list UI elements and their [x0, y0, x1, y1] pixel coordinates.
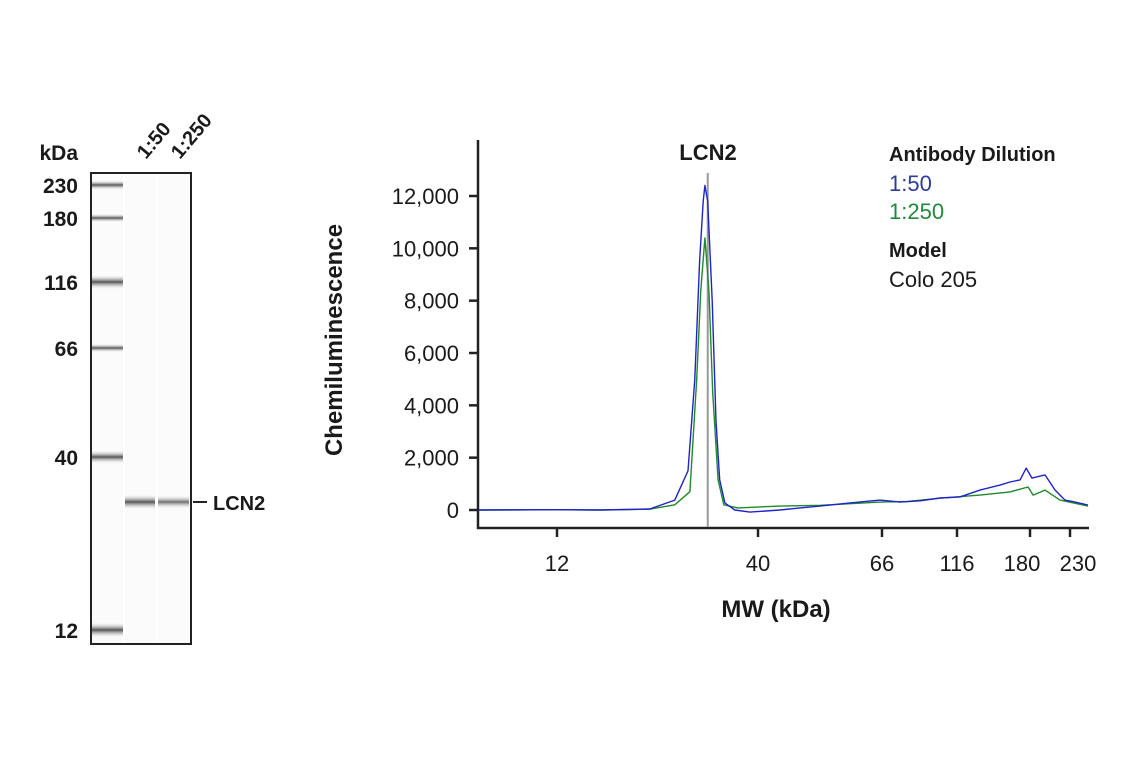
- lcn2-band-1-50: [125, 494, 155, 510]
- y-tick-label: 10,000: [392, 236, 459, 261]
- legend-title: Antibody Dilution: [889, 144, 1056, 166]
- y-tick-label: 12,000: [392, 184, 459, 209]
- ladder-band: [92, 213, 123, 223]
- lane-label-1-50: 1:50: [133, 118, 176, 163]
- legend-entry-1-50: 1:50: [889, 171, 932, 196]
- x-tick-label: 40: [746, 551, 770, 576]
- y-tick-label: 2,000: [404, 446, 459, 471]
- marker-label: 116: [44, 272, 78, 295]
- ladder-band: [92, 622, 123, 638]
- x-tick-label: 116: [939, 551, 974, 576]
- blot-panel: kDa 1:50 1:250 230 180 116 66 40 12 LCN2: [39, 110, 265, 645]
- y-axis-label: Chemiluminescence: [321, 224, 348, 456]
- ladder-band: [92, 343, 123, 353]
- ladder-band: [92, 274, 123, 290]
- model-title: Model: [889, 240, 947, 262]
- ladder-lane: [92, 180, 123, 638]
- blot-frame: [90, 172, 192, 645]
- marker-label: 12: [55, 620, 78, 643]
- lcn2-band-1-250: [158, 495, 189, 509]
- ladder-band: [92, 180, 123, 190]
- x-tick-label: 180: [1004, 551, 1041, 576]
- model-value: Colo 205: [889, 267, 977, 292]
- band-label: LCN2: [213, 493, 265, 515]
- marker-label: 180: [43, 208, 78, 231]
- x-axis-label: MW (kDa): [721, 596, 830, 623]
- x-tick-label: 230: [1060, 551, 1097, 576]
- y-tick-label: 0: [447, 498, 459, 523]
- ladder-band: [92, 450, 123, 464]
- series-line-1-250: [478, 237, 1089, 511]
- legend: Antibody Dilution 1:50 1:250 Model Colo …: [889, 144, 1056, 292]
- marker-label: 230: [43, 175, 78, 198]
- y-tick-label: 4,000: [404, 393, 459, 418]
- marker-label: 66: [55, 338, 78, 361]
- x-tick-label: 12: [545, 551, 569, 576]
- legend-entry-1-250: 1:250: [889, 199, 944, 224]
- lane-label-1-250: 1:250: [167, 110, 217, 163]
- y-tick-label: 8,000: [404, 289, 459, 314]
- series-line-1-50: [478, 184, 1089, 513]
- kda-label: kDa: [39, 142, 78, 165]
- y-tick-label: 6,000: [404, 341, 459, 366]
- chart-title: LCN2: [679, 140, 736, 165]
- x-tick-label: 66: [870, 551, 894, 576]
- marker-labels: 230 180 116 66 40 12: [43, 175, 78, 643]
- marker-label: 40: [55, 447, 78, 470]
- chart-panel: 0 2,000 4,000 6,000 8,000 10,000 12,000 12 40 66…: [321, 140, 1096, 623]
